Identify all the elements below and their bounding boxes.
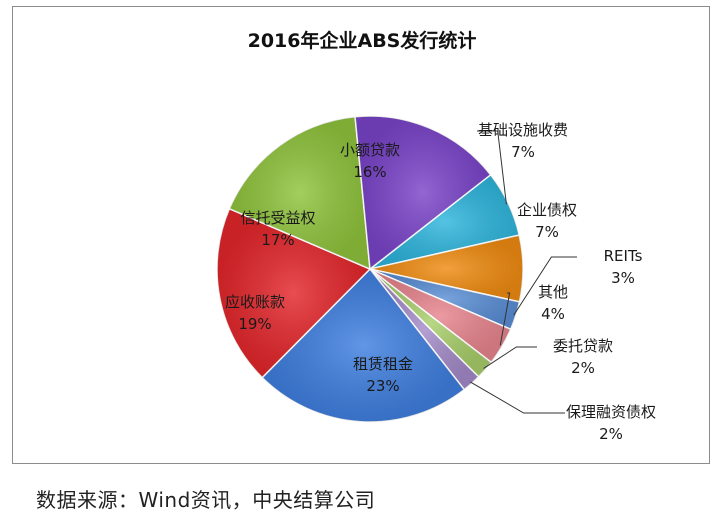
slice-3-shading (370, 269, 520, 330)
slice-9-name-label: 信托受益权 (240, 209, 315, 227)
slice-8-value-label: 19% (238, 315, 271, 333)
slice-8-name-label: 应收账款 (225, 293, 285, 311)
slice-4-value-label: 4% (541, 305, 565, 323)
slice-5-name-label: 委托贷款 (553, 337, 613, 355)
slice-7-shading (262, 269, 465, 423)
slice-3-leader-line (513, 256, 577, 316)
slice-6-shading (370, 269, 479, 390)
slice-4-shading (370, 269, 511, 363)
slice-9-shading (229, 116, 370, 269)
slice-4-name-label: 其他 (538, 283, 568, 301)
pie-chart: 2016年企业ABS发行统计 基础设施收费 7% 企业债权 7% REITs 3% 其他 4%… (216, 29, 656, 443)
slice-5-shading (370, 269, 492, 377)
leader-lines-layer (470, 130, 577, 414)
slice-6-leader-line (470, 381, 565, 414)
labels-layer: 基础设施收费 7% 企业债权 7% REITs 3% 其他 4% 委托贷款 2% 保理融资债权 2% 租… (225, 121, 656, 443)
slice-1-name-label: 基础设施收费 (478, 121, 568, 139)
slice-10-name-label: 小额贷款 (340, 141, 400, 159)
slice-3-value-label: 3% (611, 269, 635, 287)
slice-5-value-label: 2% (571, 359, 595, 377)
chart-title: 2016年企业ABS发行统计 (248, 29, 477, 52)
slice-2-shading (370, 235, 523, 302)
slice-1-value-label: 7% (511, 143, 535, 161)
slice-6-value-label: 2% (599, 425, 623, 443)
slice-10-shading (355, 115, 491, 269)
slice-10-value-label: 16% (353, 163, 386, 181)
slice-8-shading (216, 208, 370, 378)
slice-1-shading (370, 174, 520, 269)
slice-6-name-label: 保理融资债权 (566, 403, 656, 421)
slice-2-name-label: 企业债权 (517, 201, 577, 219)
slice-9-value-label: 17% (261, 231, 294, 249)
source-note: 数据来源：Wind资讯，中央结算公司 (36, 488, 376, 512)
slices-layer (216, 115, 524, 423)
slice-5-leader-line (483, 346, 537, 369)
slice-3-name-label: REITs (604, 247, 643, 265)
slice-7-name-label: 租赁租金 (353, 355, 413, 373)
slice-1-leader-line (477, 130, 507, 205)
slice-2-value-label: 7% (535, 223, 559, 241)
chart-frame: 2016年企业ABS发行统计 基础设施收费 7% 企业债权 7% REITs 3% 其他 4%… (12, 6, 710, 464)
slice-4-leader-line (499, 292, 511, 346)
slice-7-value-label: 23% (366, 377, 399, 395)
